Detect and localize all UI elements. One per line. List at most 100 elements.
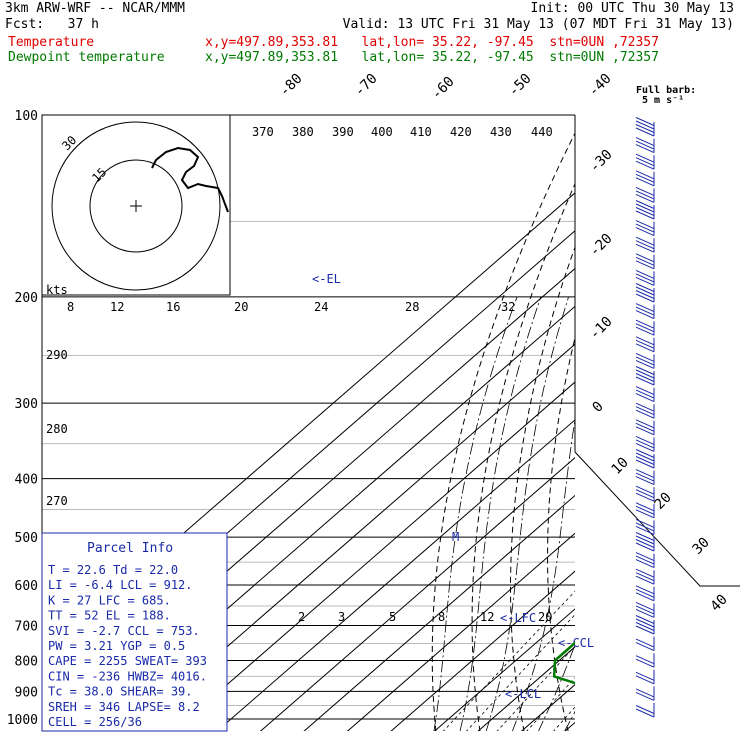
isotherm-line [172,381,575,731]
wind-barb-flag [635,518,655,528]
wind-barb [635,532,655,552]
wind-barb-flag [635,303,655,313]
wind-barb [635,386,655,403]
theta-label: 420 [450,125,472,139]
wind-barb [635,435,655,452]
wind-barb-flag [635,615,655,624]
wind-barb-flag [635,568,655,578]
isotherm-line [608,102,740,732]
wind-barb-flag [635,705,655,714]
dry-adiabat [431,132,575,731]
wind-barb-flag [635,276,655,286]
wind-barb-flag [635,290,655,299]
wind-barb-flag [635,120,655,130]
moist-adiabat [590,297,740,732]
temperature-profile [590,115,740,719]
mixing-ratio-line [466,614,575,731]
wind-barb-flag [635,339,655,349]
wind-barb-flag [635,283,655,292]
wind-barb-flag [635,485,655,495]
wind-barb-flag [635,160,655,170]
wind-barb-flag [635,137,655,147]
wind-barb-flag [635,658,655,668]
mixing-ratio-line [588,589,713,732]
wind-barb-flag [635,688,655,698]
mixing-ratio-label: 5 [389,610,396,624]
theta-label: 440 [531,125,553,139]
dry-adiabat [510,245,575,731]
isotherm-label: -80 [277,71,306,100]
moist-adiabat [564,710,575,731]
wind-barb-flag [635,366,655,375]
wind-barb-flag [635,642,655,652]
wind-barb-flag [635,293,655,303]
wind-barb [635,601,655,618]
wind-barb [635,502,655,519]
wind-barb [635,153,655,170]
level-marker-lcl: <-LCL [505,687,541,701]
forecast-hour: Fcst: 37 h [5,17,99,32]
dewpoint-location: x,y=497.89,353.81 lat,lon= 35.22, -97.45… [205,50,659,65]
wind-barb-flag [635,203,655,213]
dewpoint-legend: Dewpoint temperature [8,50,165,65]
dry-adiabat [684,87,740,731]
wind-barb [635,402,655,419]
moist-adiabat [538,643,575,731]
wind-barb [635,170,655,187]
wind-barb-flag [635,492,655,502]
wind-barb-flag [635,306,655,316]
moist-adiabat [433,296,518,731]
parcel-info-line: LI = -6.4 LCL = 912. [48,578,193,592]
isotherm-line [259,457,575,731]
parcel-info-line: CAPE = 2255 SWEAT= 393 [48,654,207,668]
full-barb-label: Full barb: [636,85,696,96]
mixing-ratio-label: 12 [480,610,494,624]
isotherm-label: -10 [587,314,616,343]
wind-barb-flag [635,671,655,681]
wind-barb-flag [635,618,655,628]
parcel-info-line: CELL = 256/36 [48,715,142,729]
wind-barb-flag [635,469,655,479]
pressure-tick-label: 500 [15,531,38,546]
wind-barb-flag [635,170,655,180]
mixing-ratio-label: 32 [501,300,515,314]
pressure-tick-label: 400 [15,473,38,488]
parcel-info-line: T = 22.6 Td = 22.0 [48,563,178,577]
wind-barb-flag [635,124,655,133]
wind-barb-flag [635,435,655,445]
wind-barb-flag [635,456,655,465]
wind-barb-flag [635,210,655,220]
wind-barb-flag [635,256,655,266]
pressure-tick-label: 700 [15,619,38,634]
parcel-info-line: Tc = 38.0 SHEAR= 39. [48,685,193,699]
pressure-tick-label: 600 [15,579,38,594]
isotherm-label: -50 [506,71,535,100]
wind-barb-flag [635,200,655,209]
wind-barb-flag [635,588,655,598]
wind-barb-flag [635,117,655,126]
wind-barb [635,283,655,303]
wind-barb [635,220,655,237]
wind-barb-flag [635,605,655,615]
isotherm-label: 40 [708,592,731,615]
wind-barb-flag [635,459,655,469]
wind-barb [635,336,655,353]
isotherm-label: 20 [652,490,675,513]
wind-barb [635,186,655,203]
wind-barb-flag [635,601,655,611]
wind-barb-flag [635,572,655,582]
wind-barb-flag [635,373,655,382]
isotherm-label: -40 [586,71,615,100]
wind-barb-flag [635,452,655,462]
pressure-tick-label: 900 [15,685,38,700]
wind-barb-flag [635,422,655,432]
wind-barb-flag [635,402,655,412]
wind-barb-flag [635,190,655,200]
hodograph-trace [151,146,229,213]
mixing-ratio-label: 2 [298,610,305,624]
level-marker-el: <-EL [312,272,341,286]
wind-barb-flag [635,140,655,150]
wind-barb-flag [635,409,655,419]
theta-label: 400 [371,125,393,139]
